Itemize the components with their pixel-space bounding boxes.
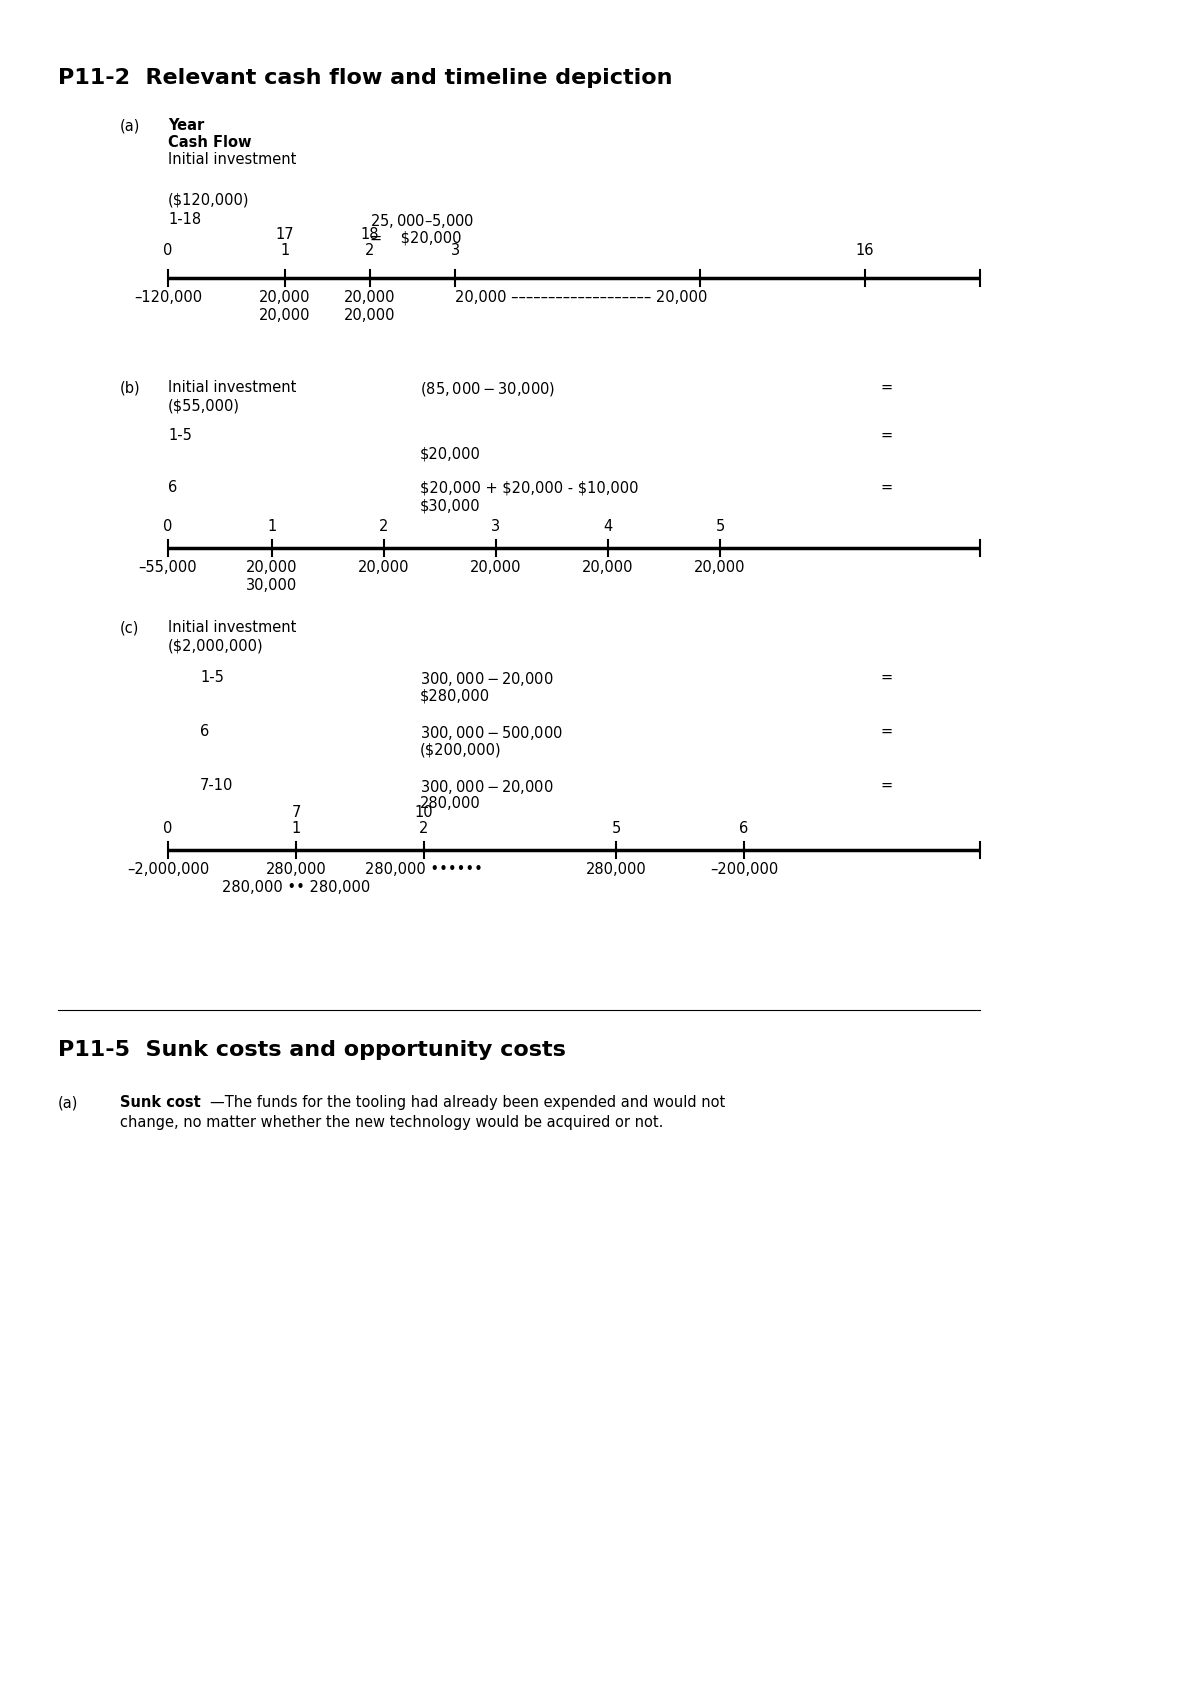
Text: 6: 6 [739, 822, 749, 835]
Text: 20,000: 20,000 [259, 290, 311, 306]
Text: =: = [880, 380, 892, 396]
Text: 5: 5 [611, 822, 620, 835]
Text: 280,000 ••••••: 280,000 •••••• [365, 863, 482, 876]
Text: (c): (c) [120, 620, 139, 635]
Text: Initial investment: Initial investment [168, 620, 296, 635]
Text: Initial investment: Initial investment [168, 380, 296, 396]
Text: 1-5: 1-5 [168, 428, 192, 443]
Text: 1: 1 [281, 243, 289, 258]
Text: (b): (b) [120, 380, 140, 396]
Text: 20,000 ––––––––––––––––––– 20,000: 20,000 ––––––––––––––––––– 20,000 [455, 290, 707, 306]
Text: 20,000: 20,000 [695, 560, 745, 576]
Text: =: = [880, 723, 892, 739]
Text: 280,000: 280,000 [265, 863, 326, 876]
Text: —The funds for the tooling had already been expended and would not: —The funds for the tooling had already b… [210, 1095, 725, 1110]
Text: $20,000: $20,000 [420, 447, 481, 460]
Text: Initial investment: Initial investment [168, 153, 296, 166]
Text: 17: 17 [276, 228, 294, 243]
Text: 1-18: 1-18 [168, 212, 202, 228]
Text: –2,000,000: –2,000,000 [127, 863, 209, 876]
Text: ($55,000): ($55,000) [168, 397, 240, 413]
Text: 18: 18 [361, 228, 379, 243]
Text: 2: 2 [419, 822, 428, 835]
Text: $25,000 – $5,000: $25,000 – $5,000 [370, 212, 474, 229]
Text: –55,000: –55,000 [139, 560, 197, 576]
Text: 20,000: 20,000 [246, 560, 298, 576]
Text: =: = [880, 671, 892, 684]
Text: ($85,000 - $30,000): ($85,000 - $30,000) [420, 380, 556, 397]
Text: 3: 3 [450, 243, 460, 258]
Text: (a): (a) [120, 117, 140, 132]
Text: 20,000: 20,000 [582, 560, 634, 576]
Text: $300,000 - $20,000: $300,000 - $20,000 [420, 778, 553, 796]
Text: 280,000: 280,000 [586, 863, 647, 876]
Text: ($120,000): ($120,000) [168, 192, 250, 207]
Text: –200,000: –200,000 [710, 863, 778, 876]
Text: 7-10: 7-10 [200, 778, 233, 793]
Text: 280,000 •• 280,000: 280,000 •• 280,000 [222, 880, 370, 895]
Text: Sunk cost: Sunk cost [120, 1095, 200, 1110]
Text: 0: 0 [163, 520, 173, 533]
Text: 2: 2 [379, 520, 389, 533]
Text: =: = [880, 481, 892, 496]
Text: P11-2  Relevant cash flow and timeline depiction: P11-2 Relevant cash flow and timeline de… [58, 68, 672, 88]
Text: –120,000: –120,000 [134, 290, 202, 306]
Text: 1: 1 [268, 520, 277, 533]
Text: 3: 3 [492, 520, 500, 533]
Text: P11-5  Sunk costs and opportunity costs: P11-5 Sunk costs and opportunity costs [58, 1039, 566, 1060]
Text: ($200,000): ($200,000) [420, 742, 502, 757]
Text: change, no matter whether the new technology would be acquired or not.: change, no matter whether the new techno… [120, 1116, 664, 1129]
Text: 0: 0 [163, 822, 173, 835]
Text: 2: 2 [365, 243, 374, 258]
Text: 20,000: 20,000 [359, 560, 409, 576]
Text: (a): (a) [58, 1095, 78, 1110]
Text: 4: 4 [604, 520, 613, 533]
Text: 16: 16 [856, 243, 875, 258]
Text: ($2,000,000): ($2,000,000) [168, 638, 264, 654]
Text: $20,000 + $20,000 - $10,000: $20,000 + $20,000 - $10,000 [420, 481, 638, 496]
Text: $280,000: $280,000 [420, 688, 490, 703]
Text: Cash Flow: Cash Flow [168, 136, 252, 149]
Text: 7: 7 [292, 805, 301, 820]
Text: 0: 0 [163, 243, 173, 258]
Text: 20,000: 20,000 [344, 290, 396, 306]
Text: 1-5: 1-5 [200, 671, 224, 684]
Text: 20,000: 20,000 [470, 560, 522, 576]
Text: 1: 1 [292, 822, 301, 835]
Text: $30,000: $30,000 [420, 498, 481, 513]
Text: 30,000: 30,000 [246, 577, 298, 593]
Text: 5: 5 [715, 520, 725, 533]
Text: =: = [880, 778, 892, 793]
Text: 10: 10 [415, 805, 433, 820]
Text: =: = [880, 428, 892, 443]
Text: Year: Year [168, 117, 204, 132]
Text: $300,000 - $500,000: $300,000 - $500,000 [420, 723, 563, 742]
Text: =    $20,000: = $20,000 [370, 229, 462, 245]
Text: 20,000: 20,000 [344, 307, 396, 323]
Text: 6: 6 [168, 481, 178, 496]
Text: 6: 6 [200, 723, 209, 739]
Text: $300,000 - $20,000: $300,000 - $20,000 [420, 671, 553, 688]
Text: 20,000: 20,000 [259, 307, 311, 323]
Text: 280,000: 280,000 [420, 796, 481, 812]
